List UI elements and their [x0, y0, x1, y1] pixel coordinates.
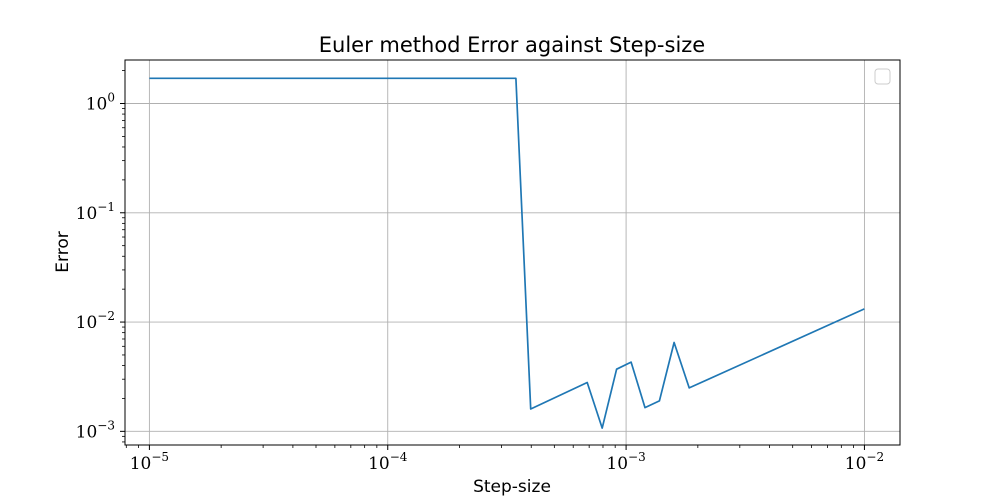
y-tick-label: 100 [86, 90, 115, 114]
x-tick-label: 10−4 [368, 450, 408, 474]
y-tick-label: 10−1 [76, 200, 115, 224]
tick-labels: 10−5 10−4 10−3 10−2 10−3 10−2 10−1 100 [76, 90, 884, 474]
y-tick-label: 10−2 [76, 309, 115, 333]
x-tick-label: 10−2 [845, 450, 884, 474]
chart-title: Euler method Error against Step-size [319, 33, 705, 57]
grid [125, 60, 900, 445]
series-group [149, 77, 865, 429]
x-tick-label: 10−5 [130, 450, 169, 474]
x-axis-label: Step-size [473, 477, 551, 497]
major-ticks [120, 102, 865, 450]
series-line [149, 77, 865, 429]
y-axis-label: Error [53, 231, 73, 272]
y-tick-label: 10−3 [76, 418, 115, 442]
plot-frame [124, 59, 901, 446]
x-tick-label: 10−3 [606, 450, 645, 474]
legend-box [874, 68, 891, 85]
